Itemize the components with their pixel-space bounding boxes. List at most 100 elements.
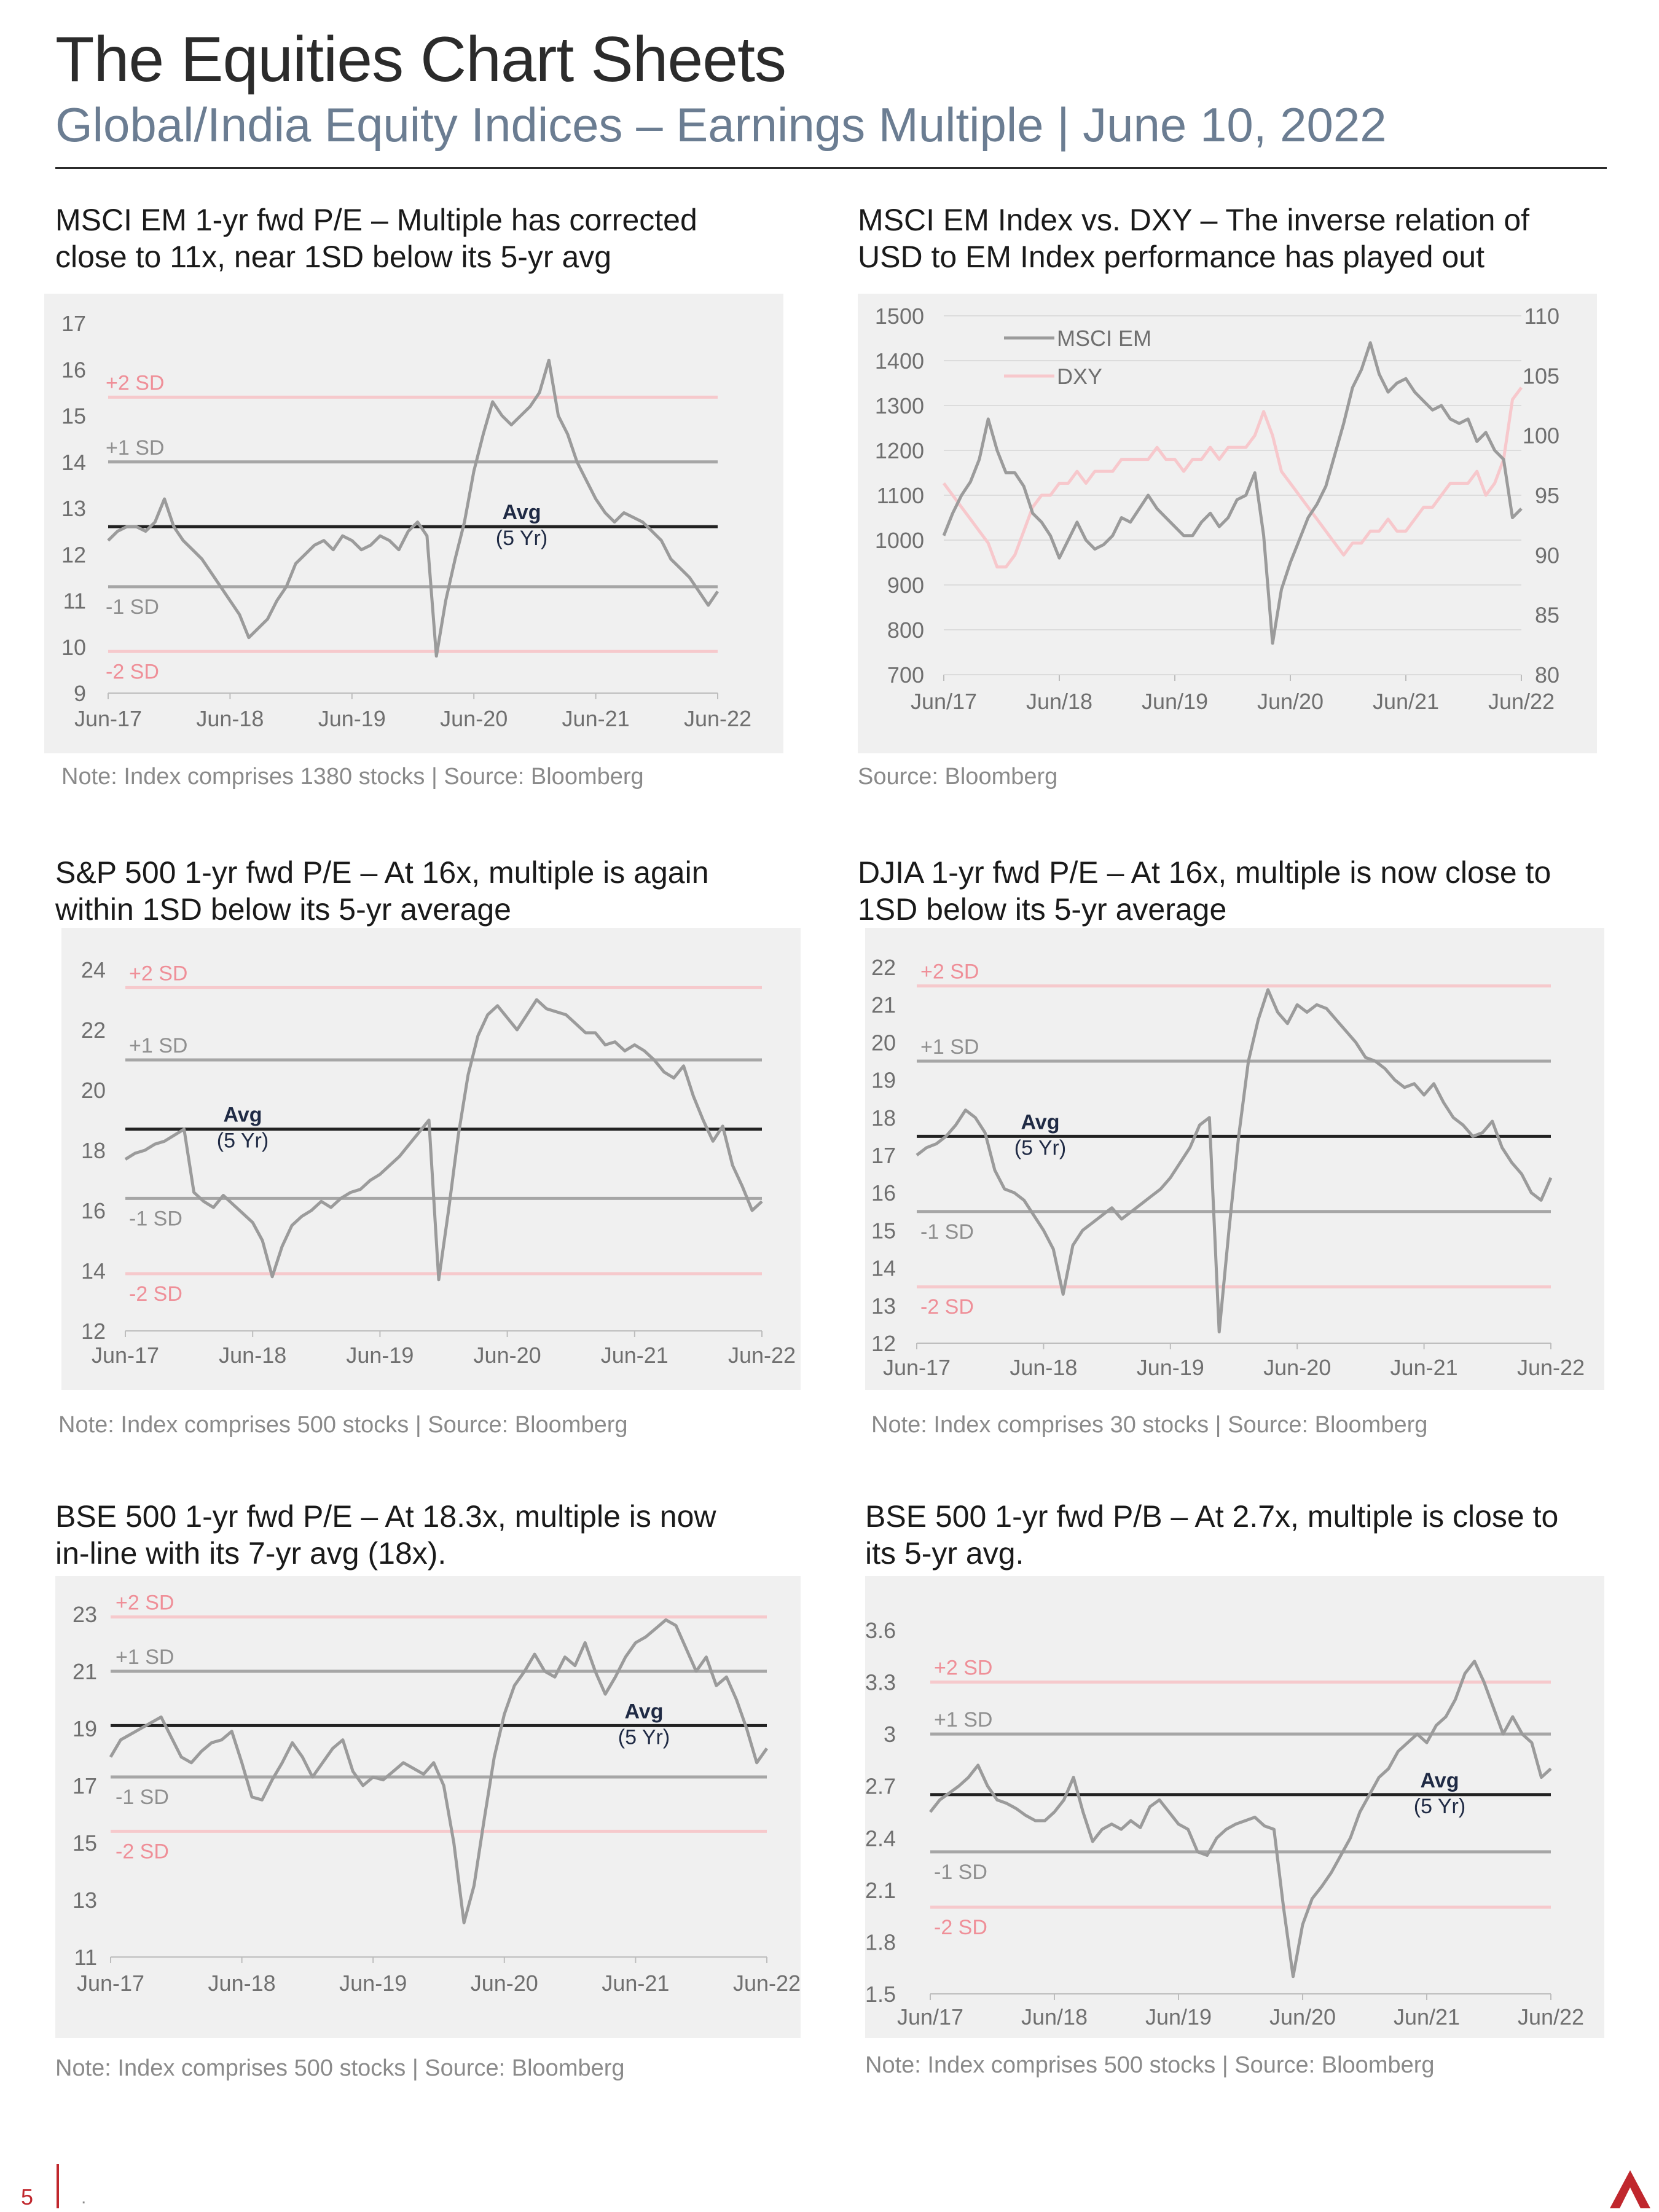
y-tick-label: 17 [61,311,86,336]
panel-2-title-line-2: USD to EM Index performance has played o… [858,240,1484,274]
header-rule [55,167,1607,169]
band-label--2-sd: -2 SD [920,1295,974,1319]
y-tick-label: 18 [871,1105,896,1131]
x-tick-label: Jun-17 [77,1971,144,1996]
y-tick-label: 23 [73,1602,97,1627]
series-line-msci-em [942,341,1523,645]
x-tick-label: Jun/21 [1394,2004,1460,2030]
y-tick-label: 14 [61,450,86,475]
panel-3-title-line-2: within 1SD below its 5-yr average [55,892,511,927]
x-tick-label: Jun-17 [92,1343,159,1368]
panel-2-note: Source: Bloomberg [858,764,1058,790]
y-tick-label: 1500 [875,304,924,329]
footer-dot: . [81,2187,87,2208]
y-tick-label: 21 [871,992,896,1018]
y-tick-label: 10 [61,635,86,660]
band-label--2-sd: +2 SD [920,960,979,984]
panel-1-title-line-1: MSCI EM 1-yr fwd P/E – Multiple has corr… [55,203,697,237]
y-tick-label: 15 [61,404,86,429]
y2-tick-label: 80 [1535,662,1559,688]
y-tick-label: 1200 [875,438,924,463]
y-tick-label: 22 [81,1018,106,1043]
band-label--1-sd: +1 SD [920,1035,979,1059]
y-tick-label: 18 [81,1138,106,1163]
x-tick-label: Jun-18 [1010,1355,1077,1380]
panel-4-note: Note: Index comprises 30 stocks | Source… [871,1412,1428,1438]
series-line [124,998,763,1282]
y-tick-label: 700 [887,662,924,688]
band-label--2-sd: +2 SD [106,371,164,394]
x-tick-label: Jun-19 [346,1343,414,1368]
y2-tick-label: 90 [1535,543,1559,568]
panel-1-title: MSCI EM 1-yr fwd P/E – Multiple has corr… [55,202,697,275]
y-tick-label: 13 [61,496,86,521]
band-label--1-sd: -1 SD [129,1207,182,1230]
band-label--2-sd: +2 SD [116,1591,174,1615]
panel-6-title-line-1: BSE 500 1-yr fwd P/B – At 2.7x, multiple… [865,1499,1559,1534]
y-tick-label: 20 [871,1030,896,1055]
y-tick-label: 14 [871,1256,896,1281]
legend-label: DXY [1057,364,1102,389]
y2-tick-label: 110 [1524,304,1559,329]
panel-5-background [55,1576,801,2038]
panel-4-title-line-2: 1SD below its 5-yr average [858,892,1227,927]
series-line [109,1618,769,1924]
y-tick-label: 19 [73,1716,97,1741]
chart-bse500-pe: Jun-17 Jun-18 Jun-19 Jun-20 Jun-21 Jun-22 11 13… [73,1591,801,1996]
x-tick-label: Jun-22 [684,706,751,731]
document-subtitle: Global/India Equity Indices – Earnings M… [55,98,1387,152]
y-tick-label: 11 [63,589,86,614]
band-label--1-sd: +1 SD [116,1645,174,1669]
y-tick-label: 12 [61,542,86,567]
panel-1-background [44,294,783,753]
y-tick-label: 900 [887,573,924,598]
y-tick-label: 3 [884,1722,896,1747]
band-label--2-sd: -2 SD [106,660,159,683]
panel-1-title-line-2: close to 11x, near 1SD below its 5-yr av… [55,240,612,274]
panel-3-title: S&P 500 1-yr fwd P/E – At 16x, multiple … [55,854,709,928]
x-tick-label: Jun-19 [318,706,386,731]
y-tick-label: 2.1 [865,1878,896,1903]
band-label--1-sd: -1 SD [920,1220,974,1244]
x-tick-label: Jun/20 [1269,2004,1336,2030]
band-label--2-sd: -2 SD [129,1282,182,1306]
y-tick-label: 15 [73,1830,97,1856]
panel-5-note: Note: Index comprises 500 stocks | Sourc… [55,2055,625,2081]
band-label--1-sd: -1 SD [116,1786,169,1809]
band-label--1-sd: -1 SD [106,595,159,619]
y-tick-label: 1300 [875,393,924,418]
x-tick-label: Jun/17 [897,2004,963,2030]
x-tick-label: Jun-22 [728,1343,796,1368]
band-label--2-sd: +2 SD [129,962,187,985]
y-tick-label: 15 [871,1218,896,1243]
brand-logo-icon [1610,2170,1650,2208]
avg-label: Avg [224,1104,262,1127]
x-tick-label: Jun-21 [562,706,630,731]
series-line [107,358,720,658]
y-tick-label: 9 [74,681,86,706]
y-tick-label: 12 [81,1319,106,1344]
panel-4-background [865,928,1604,1390]
y2-tick-label: 100 [1523,423,1559,449]
page-number: 5 [21,2184,34,2210]
y-tick-label: 13 [871,1293,896,1319]
panel-6-title: BSE 500 1-yr fwd P/B – At 2.7x, multiple… [865,1498,1558,1572]
band-label--1-sd: +1 SD [106,436,164,460]
band-label--1-sd: +1 SD [129,1034,187,1057]
y-tick-label: 1400 [875,348,924,374]
y2-tick-label: 85 [1535,603,1559,628]
avg-label: Avg [625,1700,664,1723]
x-tick-label: Jun/17 [911,689,977,714]
x-tick-label: Jun-21 [1390,1355,1458,1380]
x-tick-label: Jun-20 [471,1971,538,1996]
series-line [929,1660,1552,1979]
avg-label-period: (5 Yr) [1414,1795,1465,1818]
x-tick-label: Jun-20 [440,706,508,731]
document-title: The Equities Chart Sheets [55,24,786,95]
y-tick-label: 17 [871,1143,896,1168]
panel-2-title-line-1: MSCI EM Index vs. DXY – The inverse rela… [858,203,1530,237]
y-tick-label: 12 [871,1331,896,1356]
x-tick-label: Jun-19 [1137,1355,1204,1380]
avg-label-period: (5 Yr) [618,1725,670,1749]
avg-label: Avg [503,501,541,524]
